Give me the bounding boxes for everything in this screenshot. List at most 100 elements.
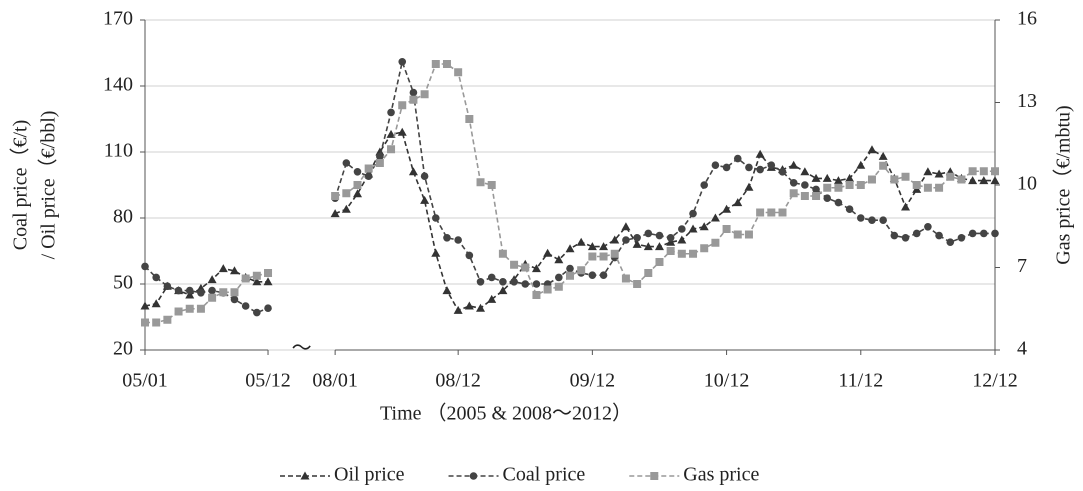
- marker: [666, 234, 675, 242]
- marker: [398, 58, 407, 66]
- marker: [498, 286, 508, 295]
- marker: [934, 169, 944, 178]
- marker: [230, 288, 239, 297]
- marker: [230, 295, 239, 304]
- marker: [935, 183, 944, 192]
- y-tick-label: 50: [113, 272, 133, 294]
- marker: [498, 249, 507, 258]
- marker: [991, 229, 999, 238]
- marker: [453, 305, 463, 314]
- marker: [979, 167, 988, 176]
- legend-label: Coal price: [503, 464, 586, 486]
- marker: [229, 266, 239, 275]
- marker: [197, 289, 205, 297]
- marker: [812, 185, 820, 194]
- marker: [387, 108, 395, 117]
- marker: [420, 172, 429, 180]
- marker: [141, 262, 149, 271]
- marker: [845, 181, 854, 189]
- y2-tick-label: 7: [1017, 255, 1027, 277]
- x-tick-label: 11/12: [838, 370, 883, 392]
- marker: [587, 242, 597, 251]
- marker: [688, 224, 698, 233]
- marker: [487, 294, 497, 303]
- marker: [710, 213, 720, 222]
- marker: [856, 160, 866, 169]
- marker: [778, 208, 787, 217]
- x-axis-title: Time （2005 & 2008～2012）: [380, 402, 632, 425]
- y-tick-label: 20: [113, 338, 133, 360]
- marker: [823, 194, 832, 202]
- marker: [979, 176, 989, 185]
- marker: [689, 209, 697, 218]
- marker: [253, 308, 261, 317]
- y-tick-label: 110: [104, 140, 133, 162]
- marker: [822, 173, 832, 182]
- x-tick-label: 05/12: [245, 370, 291, 392]
- marker: [342, 189, 351, 198]
- marker: [241, 274, 250, 283]
- marker: [566, 271, 574, 280]
- marker: [980, 229, 988, 238]
- marker: [264, 304, 272, 313]
- marker: [890, 175, 899, 184]
- y2-axis-title: Gas price（€/mbtu): [1052, 105, 1075, 264]
- marker: [342, 159, 351, 167]
- marker: [924, 223, 932, 231]
- marker: [532, 280, 541, 288]
- marker: [397, 127, 407, 136]
- marker: [733, 198, 743, 207]
- marker: [868, 216, 876, 224]
- marker: [711, 238, 720, 247]
- marker: [890, 231, 899, 240]
- marker: [677, 249, 686, 258]
- marker: [923, 183, 932, 192]
- marker: [700, 244, 709, 253]
- marker: [476, 278, 485, 286]
- y2-tick-label: 4: [1017, 338, 1027, 360]
- marker: [650, 472, 659, 480]
- marker: [767, 161, 776, 169]
- x-tick-label: 12/12: [972, 370, 1018, 392]
- marker: [543, 285, 552, 294]
- marker: [744, 230, 753, 239]
- marker: [856, 214, 865, 222]
- marker: [163, 315, 172, 324]
- marker: [408, 167, 418, 176]
- marker: [991, 167, 999, 176]
- marker: [722, 204, 732, 213]
- marker: [867, 175, 876, 184]
- marker: [554, 282, 563, 291]
- marker: [912, 181, 921, 189]
- marker: [554, 255, 564, 264]
- marker: [420, 90, 429, 99]
- marker: [699, 222, 709, 231]
- marker: [756, 165, 764, 174]
- marker: [387, 145, 396, 154]
- marker: [643, 242, 653, 251]
- y-tick-label: 80: [113, 206, 133, 228]
- marker: [218, 264, 228, 273]
- marker: [353, 189, 362, 198]
- marker: [185, 290, 195, 299]
- marker: [711, 161, 720, 169]
- marker: [398, 101, 407, 110]
- marker: [801, 181, 809, 189]
- marker: [152, 318, 161, 327]
- marker: [454, 68, 463, 77]
- marker: [923, 167, 933, 176]
- marker: [464, 301, 474, 310]
- marker: [521, 280, 530, 288]
- marker: [409, 95, 418, 104]
- marker: [263, 277, 273, 286]
- marker: [140, 301, 150, 310]
- marker: [901, 172, 910, 181]
- marker: [789, 160, 799, 169]
- y-axis-title: Coal price（€/t): [9, 120, 32, 251]
- marker: [241, 302, 250, 310]
- marker: [364, 164, 373, 173]
- marker: [330, 209, 340, 218]
- x-tick-label: 08/01: [312, 370, 358, 392]
- marker: [789, 189, 798, 198]
- y2-tick-label: 10: [1017, 173, 1037, 195]
